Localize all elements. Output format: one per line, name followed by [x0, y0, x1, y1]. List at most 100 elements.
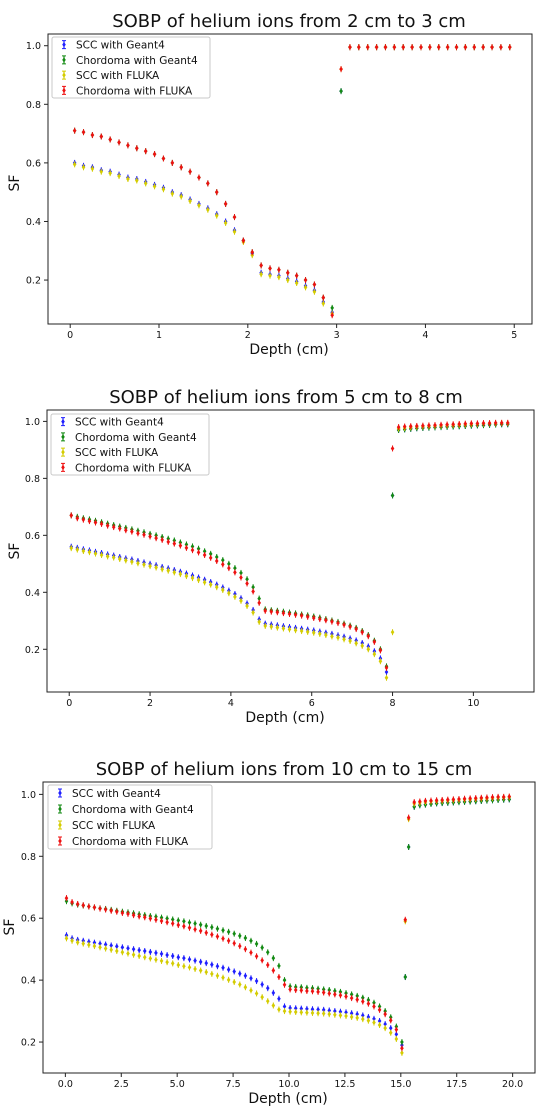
data-point — [427, 422, 431, 429]
data-point — [214, 189, 219, 196]
axis-ticks — [44, 45, 515, 328]
data-point — [98, 944, 102, 951]
x-tick-label: 5.0 — [170, 1079, 185, 1090]
data-point — [126, 950, 130, 957]
data-point — [429, 797, 433, 804]
data-point — [333, 991, 337, 998]
data-point — [271, 1002, 276, 1009]
data-point — [226, 937, 231, 944]
data-point — [120, 909, 125, 916]
data-point — [311, 629, 316, 636]
data-point — [142, 948, 147, 955]
data-point — [193, 957, 197, 964]
data-point — [178, 542, 183, 549]
data-point — [243, 935, 248, 942]
data-point — [176, 961, 181, 968]
data-point — [293, 987, 298, 994]
axis-ticks — [39, 793, 514, 1077]
legend: SCC with Geant4 Chordoma with Geant4 SCC… — [50, 413, 210, 476]
data-point — [126, 945, 130, 952]
data-point — [215, 963, 220, 970]
x-tick-label: 1 — [156, 330, 162, 341]
data-point — [210, 924, 214, 931]
data-point — [226, 976, 231, 983]
data-point — [204, 929, 209, 936]
data-point — [190, 547, 195, 554]
data-point — [142, 531, 146, 538]
data-point — [124, 527, 128, 534]
data-point — [70, 899, 74, 906]
data-point — [299, 612, 304, 619]
data-point — [277, 974, 281, 981]
data-point — [282, 1008, 287, 1015]
data-point — [414, 422, 419, 429]
data-point — [268, 272, 272, 279]
data-point — [260, 944, 264, 951]
data-point — [221, 964, 225, 971]
data-point — [126, 176, 130, 182]
data-point — [221, 927, 225, 934]
data-point — [372, 1019, 376, 1026]
data-point — [109, 907, 114, 914]
data-point — [159, 917, 164, 924]
data-point — [305, 1009, 309, 1016]
data-point — [90, 165, 95, 172]
data-point — [136, 560, 140, 567]
data-point — [243, 984, 248, 991]
x-tick-label: 8 — [390, 698, 396, 709]
data-point — [243, 946, 248, 953]
data-point — [254, 940, 259, 947]
data-point — [137, 913, 141, 920]
data-point — [463, 420, 468, 427]
data-point — [330, 618, 334, 625]
data-point — [281, 625, 286, 632]
data-point — [318, 616, 322, 623]
axis-ticks — [43, 420, 474, 696]
data-point — [239, 574, 243, 581]
data-point — [154, 564, 158, 571]
legend-box — [51, 36, 211, 99]
data-point — [260, 957, 264, 964]
data-point — [184, 544, 189, 551]
data-point — [366, 646, 371, 653]
data-point — [254, 990, 259, 997]
data-point — [496, 793, 500, 800]
data-point — [316, 1010, 320, 1017]
legend: SCC with Geant4 Chordoma with Geant4 SCC… — [51, 36, 211, 99]
data-point — [226, 928, 231, 935]
data-point — [249, 975, 253, 982]
y-tick-label: 0.8 — [25, 474, 40, 485]
y-tick-label: 0.4 — [21, 976, 36, 987]
y-tick-labels: 0.2 0.4 0.6 0.8 1.0 — [21, 790, 36, 1049]
chart-panel-1: SOBP of helium ions from 2 cm to 3 cm 0 … — [7, 11, 533, 358]
data-point — [394, 1035, 399, 1042]
y-tick-label: 0.2 — [21, 1038, 36, 1049]
data-point — [170, 190, 175, 197]
data-point — [166, 538, 171, 545]
data-point — [90, 132, 95, 139]
data-point — [232, 228, 237, 235]
data-point — [108, 136, 112, 143]
data-point — [142, 954, 147, 961]
data-point — [403, 916, 408, 923]
data-point — [75, 515, 80, 522]
data-point — [193, 926, 197, 933]
data-point — [75, 546, 80, 553]
x-tick-labels: 0.0 2.5 5.0 7.5 10.0 12.5 15.0 17.5 20.0 — [58, 1079, 523, 1090]
data-point — [250, 249, 255, 256]
data-point — [148, 533, 152, 540]
data-point — [170, 952, 175, 959]
data-point — [316, 988, 320, 995]
data-point — [69, 545, 74, 552]
legend-label: SCC with FLUKA — [76, 70, 160, 82]
x-tick-label: 2 — [245, 330, 251, 341]
legend-marker — [61, 462, 65, 472]
data-point — [423, 797, 428, 804]
data-point — [372, 651, 377, 658]
data-point — [366, 1000, 371, 1007]
data-point — [137, 952, 141, 959]
plot-frame — [46, 409, 535, 693]
data-point — [81, 940, 86, 947]
data-point — [92, 943, 97, 950]
